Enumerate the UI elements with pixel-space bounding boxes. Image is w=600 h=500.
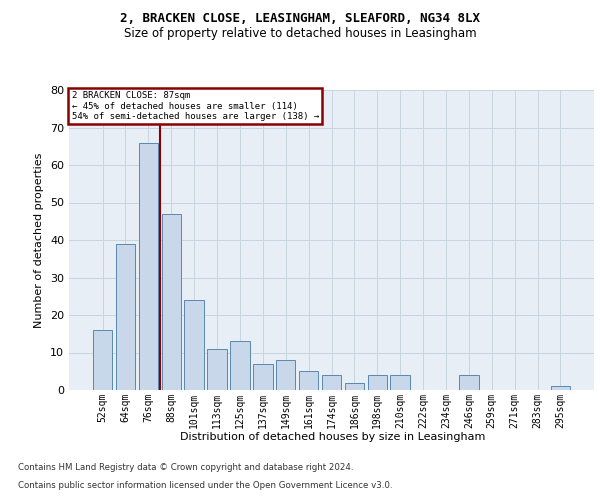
Bar	[276, 360, 295, 390]
Bar	[93, 330, 112, 390]
Bar	[230, 341, 250, 390]
Bar	[161, 214, 181, 390]
Bar	[459, 375, 479, 390]
Text: Contains public sector information licensed under the Open Government Licence v3: Contains public sector information licen…	[18, 481, 392, 490]
Bar	[139, 142, 158, 390]
Text: Distribution of detached houses by size in Leasingham: Distribution of detached houses by size …	[181, 432, 485, 442]
Bar	[391, 375, 410, 390]
Bar	[299, 371, 319, 390]
Bar	[322, 375, 341, 390]
Bar	[253, 364, 272, 390]
Bar	[208, 349, 227, 390]
Bar	[344, 382, 364, 390]
Text: 2, BRACKEN CLOSE, LEASINGHAM, SLEAFORD, NG34 8LX: 2, BRACKEN CLOSE, LEASINGHAM, SLEAFORD, …	[120, 12, 480, 26]
Text: Contains HM Land Registry data © Crown copyright and database right 2024.: Contains HM Land Registry data © Crown c…	[18, 464, 353, 472]
Bar	[116, 244, 135, 390]
Bar	[184, 300, 204, 390]
Text: 2 BRACKEN CLOSE: 87sqm
← 45% of detached houses are smaller (114)
54% of semi-de: 2 BRACKEN CLOSE: 87sqm ← 45% of detached…	[71, 92, 319, 122]
Y-axis label: Number of detached properties: Number of detached properties	[34, 152, 44, 328]
Bar	[368, 375, 387, 390]
Text: Size of property relative to detached houses in Leasingham: Size of property relative to detached ho…	[124, 28, 476, 40]
Bar	[551, 386, 570, 390]
